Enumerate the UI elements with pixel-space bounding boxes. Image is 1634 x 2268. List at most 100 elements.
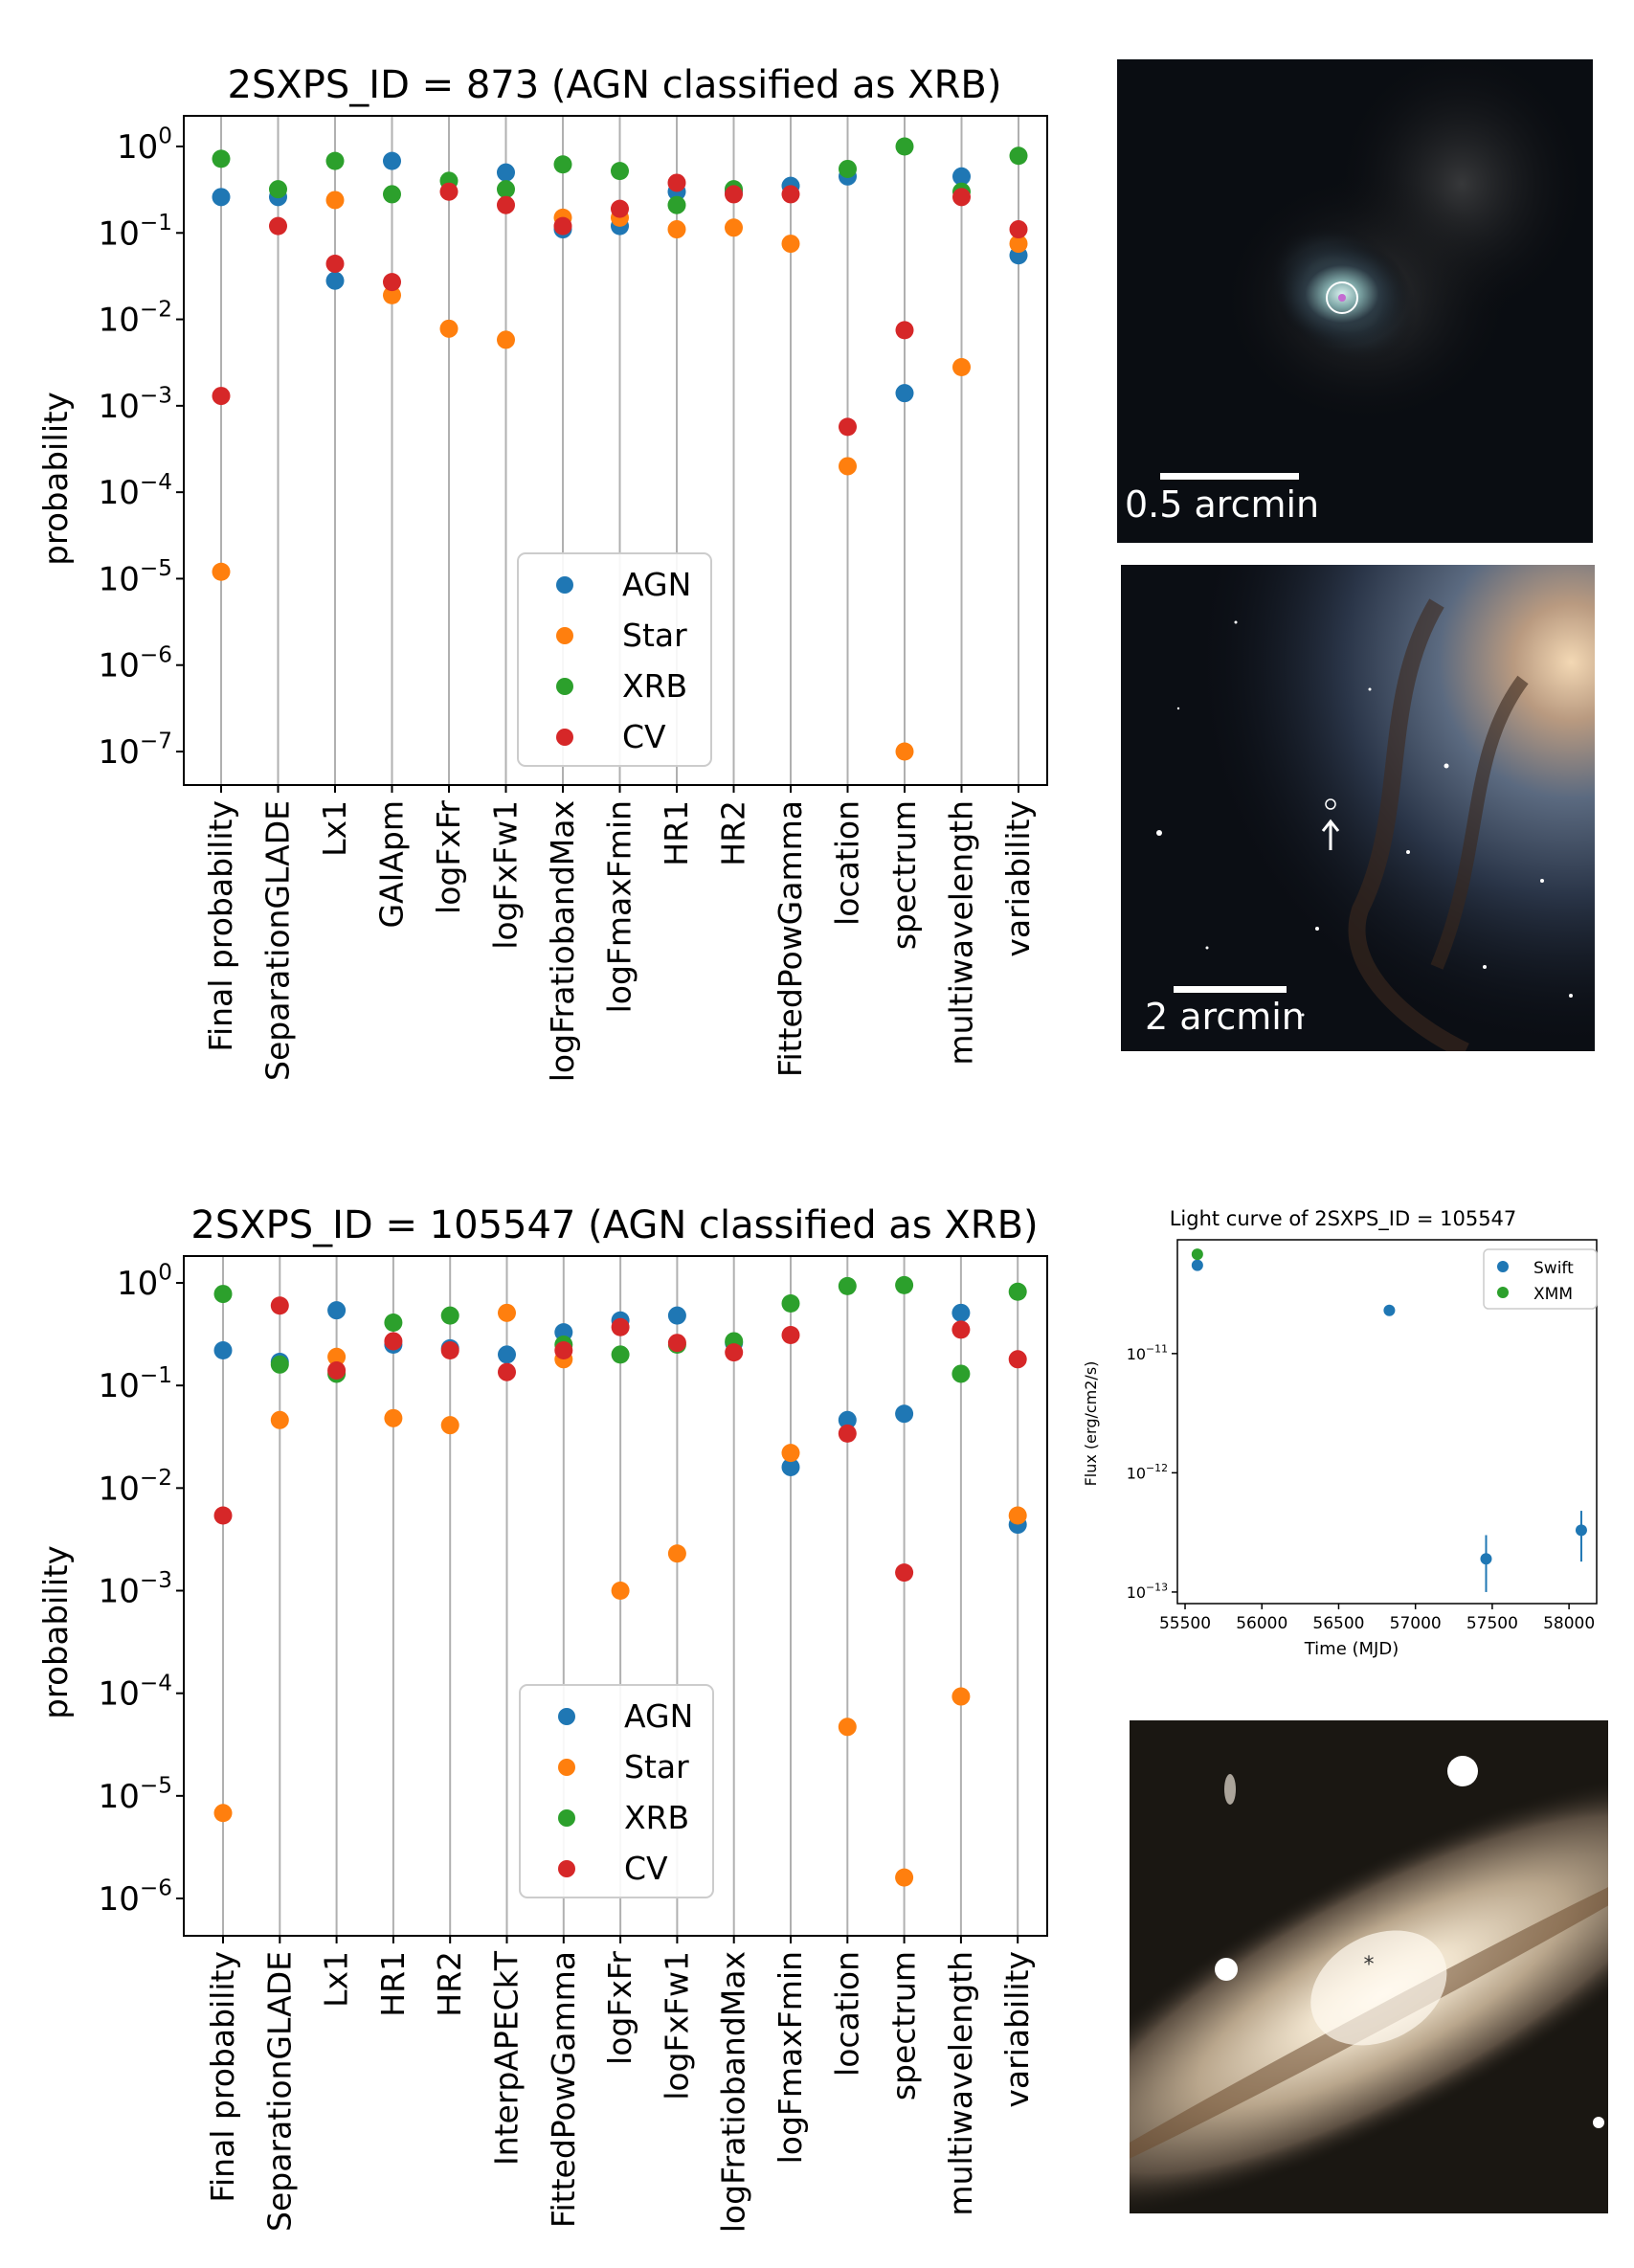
x-tick-label-logfmaxfmin: logFmaxFmin xyxy=(601,800,638,1013)
x-tick-label-logfratiobandmax: logFratiobandMax xyxy=(715,1951,752,2233)
x-tick-label-location: location xyxy=(829,800,866,926)
lc-axes xyxy=(1176,1239,1598,1605)
point-star-logfxfw1 xyxy=(497,330,515,349)
legend-marker-cv xyxy=(556,729,573,746)
point-agn-gaiapm xyxy=(383,151,401,170)
point-cv-logfmaxfmin xyxy=(611,199,629,218)
x-tick-label: 56000 xyxy=(1236,1614,1287,1633)
legend-label-xmm: XMM xyxy=(1533,1285,1573,1304)
y-tick-label: 10−5 xyxy=(99,1774,172,1816)
legend-marker-swift xyxy=(1497,1261,1509,1272)
chart1-plot-frame xyxy=(183,115,1048,786)
point-xrb-logfxfw1 xyxy=(497,180,515,199)
point-star-final-probability xyxy=(213,1804,233,1823)
point-star-variability xyxy=(1009,235,1028,254)
y-tick-label: 10−4 xyxy=(99,1671,172,1713)
source-marker-icon xyxy=(1325,798,1336,810)
y-tick-label: 10−1 xyxy=(99,211,172,253)
point-agn-final-probability xyxy=(212,188,231,207)
point-xrb-multiwavelength xyxy=(951,1364,971,1383)
x-tick-label-gaiapm: GAIApm xyxy=(373,800,411,929)
point-cv-lx1 xyxy=(327,1361,347,1381)
y-tick-label: 10−3 xyxy=(99,384,172,426)
xray-scale-label: 0.5 arcmin xyxy=(1125,483,1320,526)
point-star-final-probability xyxy=(212,562,231,581)
xray-scale-bar xyxy=(1160,473,1299,480)
point-xrb-hr2 xyxy=(440,1306,459,1325)
point-star-interpapeckt xyxy=(498,1303,516,1322)
point-xrb-spectrum xyxy=(895,1275,914,1294)
x-tick-label-final-probability: Final probability xyxy=(204,1951,241,2203)
x-tick-label-separationglade: SeparationGLADE xyxy=(260,1951,298,2232)
point-star-fittedpowgamma xyxy=(781,235,800,254)
point-agn-spectrum xyxy=(895,1404,914,1424)
x-tick-label-logfmaxfmin: logFmaxFmin xyxy=(772,1951,809,2164)
x-tick-label-hr1: HR1 xyxy=(374,1951,412,2017)
point-cv-logfratiobandmax xyxy=(725,1343,744,1362)
point-agn-spectrum xyxy=(895,384,914,403)
x-tick-label: 57500 xyxy=(1466,1614,1518,1633)
point-swift-3 xyxy=(1575,1524,1587,1537)
point-agn-lx1 xyxy=(327,1301,347,1320)
optical-scale-label: 2 arcmin xyxy=(1145,996,1305,1038)
x-tick-label-variability: variability xyxy=(999,800,1037,957)
y-tick-label: 10−13 xyxy=(1127,1582,1168,1602)
probability-chart-873: 2SXPS_ID = 873 (AGN classified as XRB) p… xyxy=(37,63,1048,1082)
x-tick-label-logfxfw1: logFxFw1 xyxy=(658,1951,695,2100)
y-tick-label: 10−2 xyxy=(99,297,172,339)
y-tick-label: 100 xyxy=(117,124,172,167)
point-cv-fittedpowgamma xyxy=(554,1340,573,1359)
point-xrb-logfratiobandmax xyxy=(553,155,572,174)
point-cv-hr1 xyxy=(667,173,686,192)
point-xrb-logfmaxfmin xyxy=(611,162,629,181)
source-marker-icon: * xyxy=(1364,1953,1375,1977)
point-cv-gaiapm xyxy=(383,273,401,292)
legend-marker-star xyxy=(556,627,573,644)
point-agn-multiwavelength xyxy=(952,167,971,186)
point-star-multiwavelength xyxy=(952,357,971,376)
point-cv-fittedpowgamma xyxy=(781,185,800,204)
point-star-variability xyxy=(1008,1506,1027,1525)
x-tick-label-location: location xyxy=(828,1951,865,2077)
legend-label-swift: Swift xyxy=(1533,1259,1574,1278)
point-star-logfmaxfmin xyxy=(781,1444,800,1463)
point-xrb-separationglade xyxy=(270,1355,289,1374)
legend-label-agn: AGN xyxy=(624,1697,693,1735)
chart2-ylabel: probability xyxy=(37,1545,76,1718)
point-xrb-final-probability xyxy=(212,149,231,168)
chart1-legend: AGN Star XRB CV xyxy=(517,552,712,767)
point-xrb-spectrum xyxy=(895,137,914,156)
point-star-hr2 xyxy=(440,1416,459,1435)
point-star-multiwavelength xyxy=(951,1687,971,1706)
legend-marker-xrb xyxy=(556,678,573,695)
x-tick-label-multiwavelength: multiwavelength xyxy=(942,1951,979,2216)
point-cv-spectrum xyxy=(895,321,914,340)
point-cv-multiwavelength xyxy=(952,188,971,207)
point-xrb-hr1 xyxy=(667,195,686,214)
point-cv-location xyxy=(838,1424,857,1443)
x-tick-label-spectrum: spectrum xyxy=(885,800,923,950)
x-tick-label-logfxfw1: logFxFw1 xyxy=(487,800,525,950)
legend-label-star: Star xyxy=(622,617,687,654)
point-star-hr2 xyxy=(725,218,743,237)
point-cv-hr1 xyxy=(384,1332,403,1351)
x-tick-label: 58000 xyxy=(1543,1614,1595,1633)
y-tick-label: 10−7 xyxy=(99,730,172,772)
point-swift-1 xyxy=(1383,1304,1396,1316)
point-star-location xyxy=(839,457,857,476)
xray-image: 0.5 arcmin xyxy=(1117,59,1593,543)
legend-label-star: Star xyxy=(624,1748,689,1785)
x-tick-label-hr2: HR2 xyxy=(431,1951,468,2017)
x-tick-label-interpapeckt: InterpAPECkT xyxy=(488,1950,526,2166)
point-cv-lx1 xyxy=(325,254,345,273)
legend-label-xrb: XRB xyxy=(624,1799,689,1836)
point-xrb-hr1 xyxy=(384,1313,403,1332)
legend-label-xrb: XRB xyxy=(622,667,687,705)
point-agn-final-probability xyxy=(213,1340,233,1359)
point-cv-spectrum xyxy=(895,1563,914,1583)
optical-image-105547: * xyxy=(1130,1720,1608,2213)
point-cv-separationglade xyxy=(270,1296,289,1315)
legend-marker-star xyxy=(558,1759,575,1776)
point-star-hr1 xyxy=(667,220,686,239)
point-star-location xyxy=(838,1718,857,1737)
